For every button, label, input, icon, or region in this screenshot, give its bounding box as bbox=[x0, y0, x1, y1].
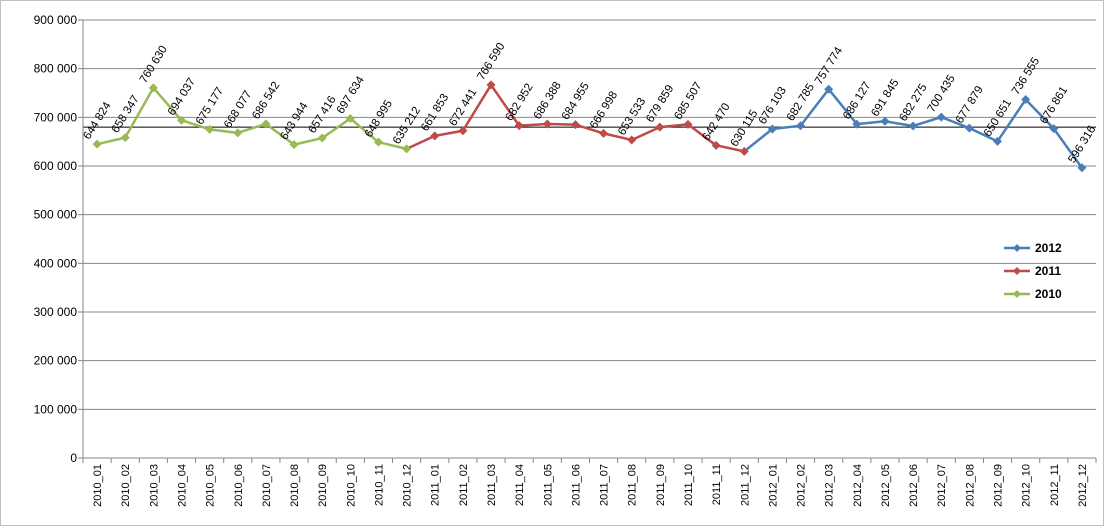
x-tick-label: 2012_03 bbox=[824, 464, 836, 507]
x-tick-label: 2011_06 bbox=[570, 464, 582, 506]
data-point bbox=[176, 115, 186, 125]
x-tick-label: 2012_01 bbox=[767, 464, 779, 507]
x-tick-label: 2012_07 bbox=[936, 464, 948, 507]
x-tick-label: 2011_03 bbox=[486, 464, 498, 506]
x-tick-label: 2010_12 bbox=[402, 464, 414, 507]
x-tick-label: 2012_06 bbox=[908, 464, 920, 507]
x-tick-label: 2010_03 bbox=[148, 464, 160, 507]
x-tick-label: 2012_12 bbox=[1077, 464, 1089, 507]
x-tick-label: 2011_01 bbox=[430, 464, 442, 506]
grid-lines bbox=[83, 19, 1096, 410]
series-line-2010 bbox=[96, 86, 407, 151]
data-point bbox=[233, 128, 243, 138]
data-point bbox=[402, 144, 412, 154]
x-axis-ticks: 2010_01 2010_02 2010_03 2010_04 2010_05 2010_… bbox=[82, 458, 1097, 507]
data-point bbox=[120, 133, 130, 143]
y-axis-ticks: 0 100 000 200 000 300 000 400 000 500 000 600 … bbox=[34, 13, 83, 465]
data-point bbox=[880, 116, 890, 126]
data-point bbox=[205, 124, 215, 134]
data-point bbox=[1049, 124, 1059, 134]
data-point bbox=[683, 119, 693, 129]
legend-marker-2011 bbox=[1013, 267, 1021, 275]
data-point bbox=[739, 146, 749, 156]
legend: 2012 2011 2010 bbox=[1004, 241, 1062, 301]
y-tick-label: 500 000 bbox=[34, 208, 78, 222]
data-point bbox=[458, 126, 468, 136]
x-tick-label: 2012_02 bbox=[796, 464, 808, 507]
legend-label-2011: 2011 bbox=[1035, 264, 1061, 278]
x-tick-label: 2010_01 bbox=[92, 464, 104, 507]
data-point bbox=[852, 119, 862, 129]
legend-marker-2012 bbox=[1013, 244, 1021, 252]
x-tick-label: 2011_09 bbox=[655, 464, 667, 506]
data-point bbox=[373, 137, 383, 147]
data-point bbox=[767, 124, 777, 134]
data-point bbox=[542, 119, 552, 129]
x-tick-label: 2010_11 bbox=[373, 464, 385, 506]
y-tick-label: 400 000 bbox=[34, 256, 78, 270]
y-tick-label: 0 bbox=[70, 451, 77, 465]
data-point bbox=[514, 121, 524, 131]
x-tick-label: 2011_05 bbox=[542, 464, 554, 506]
data-point bbox=[627, 135, 637, 145]
data-point bbox=[570, 120, 580, 130]
data-point bbox=[796, 121, 806, 131]
y-tick-label: 900 000 bbox=[34, 13, 78, 27]
x-tick-label: 2011_10 bbox=[683, 464, 695, 506]
data-point bbox=[824, 84, 834, 94]
x-tick-label: 2011_07 bbox=[599, 464, 611, 506]
data-point bbox=[486, 80, 496, 90]
x-tick-label: 2010_05 bbox=[205, 464, 217, 507]
x-tick-label: 2010_02 bbox=[120, 464, 132, 507]
x-tick-label: 2010_09 bbox=[317, 464, 329, 507]
data-point bbox=[317, 133, 327, 143]
x-tick-label: 2011_08 bbox=[627, 464, 639, 506]
data-point bbox=[964, 123, 974, 133]
data-point bbox=[993, 136, 1003, 146]
data-point bbox=[1021, 95, 1031, 105]
x-tick-label: 2011_04 bbox=[514, 464, 526, 506]
data-point bbox=[261, 119, 271, 129]
y-tick-label: 800 000 bbox=[34, 62, 78, 76]
x-tick-label: 2012_04 bbox=[852, 464, 864, 507]
x-tick-label: 2011_02 bbox=[458, 464, 470, 506]
data-point bbox=[92, 139, 102, 149]
data-points bbox=[92, 80, 1087, 173]
y-tick-label: 700 000 bbox=[34, 110, 78, 124]
x-tick-label: 2011_11 bbox=[711, 464, 723, 505]
x-tick-label: 2012_10 bbox=[1021, 464, 1033, 507]
data-point bbox=[345, 113, 355, 123]
y-tick-label: 100 000 bbox=[34, 402, 78, 416]
legend-marker-2010 bbox=[1013, 290, 1021, 298]
x-tick-label: 2010_08 bbox=[289, 464, 301, 507]
data-point bbox=[430, 131, 440, 141]
x-tick-label: 2012_05 bbox=[880, 464, 892, 507]
data-point bbox=[599, 128, 609, 138]
legend-label-2012: 2012 bbox=[1035, 241, 1062, 255]
y-tick-label: 600 000 bbox=[34, 159, 78, 173]
data-point bbox=[908, 121, 918, 131]
x-tick-label: 2012_11 bbox=[1049, 464, 1061, 506]
data-point bbox=[655, 122, 665, 132]
data-point bbox=[711, 140, 721, 150]
legend-label-2010: 2010 bbox=[1035, 287, 1062, 301]
y-tick-label: 300 000 bbox=[34, 305, 78, 319]
data-point bbox=[289, 140, 299, 150]
data-point bbox=[1077, 163, 1087, 173]
y-tick-label: 200 000 bbox=[34, 354, 78, 368]
x-tick-label: 2012_09 bbox=[993, 464, 1005, 507]
data-point bbox=[148, 83, 158, 93]
data-point bbox=[936, 112, 946, 122]
x-tick-label: 2010_07 bbox=[261, 464, 273, 507]
x-tick-label: 2010_04 bbox=[176, 464, 188, 507]
x-tick-label: 2011_12 bbox=[739, 464, 751, 506]
x-tick-label: 2010_06 bbox=[233, 464, 245, 507]
x-tick-label: 2012_08 bbox=[964, 464, 976, 507]
x-tick-label: 2010_10 bbox=[345, 464, 357, 507]
